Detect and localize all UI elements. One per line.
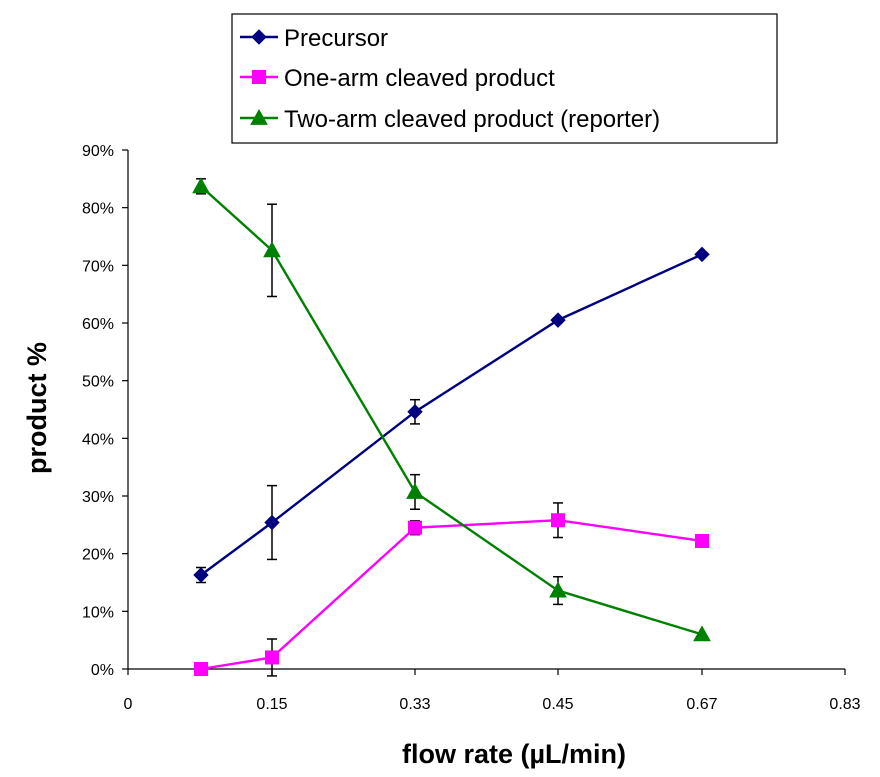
series-0 bbox=[193, 246, 710, 584]
data-point bbox=[407, 404, 423, 420]
x-axis-title: flow rate (µL/min) bbox=[402, 739, 626, 769]
legend: Precursor One-arm cleaved product Two-arm … bbox=[231, 13, 778, 144]
data-point bbox=[194, 662, 208, 676]
series-line bbox=[200, 519, 703, 671]
legend-marker bbox=[251, 29, 267, 45]
y-tick-label: 40% bbox=[82, 431, 114, 448]
data-point bbox=[550, 312, 566, 328]
data-point bbox=[695, 533, 709, 548]
x-tick-label: 0.67 bbox=[686, 696, 717, 713]
y-tick-label: 20% bbox=[82, 547, 114, 564]
x-tick-label: 0.83 bbox=[829, 696, 860, 713]
x-tick-label: 0 bbox=[124, 696, 133, 713]
y-tick-label: 80% bbox=[82, 201, 114, 218]
legend-box bbox=[231, 13, 778, 144]
legend-label: One-arm cleaved product bbox=[284, 65, 555, 92]
y-tick-label: 70% bbox=[82, 258, 114, 275]
y-tick-label: 10% bbox=[82, 604, 114, 621]
legend-marker bbox=[250, 108, 268, 125]
data-point bbox=[193, 567, 209, 583]
y-tick-label: 60% bbox=[82, 316, 114, 333]
data-point bbox=[694, 246, 710, 263]
legend-entry-2: Two-arm cleaved product (reporter) bbox=[240, 106, 660, 133]
x-tick-label: 0.33 bbox=[399, 696, 430, 713]
data-point bbox=[264, 514, 280, 531]
legend-label: Precursor bbox=[284, 25, 388, 52]
x-tick-label: 0.15 bbox=[256, 696, 287, 713]
y-tick-label: 30% bbox=[82, 489, 114, 506]
data-point bbox=[408, 520, 422, 535]
legend-label: Two-arm cleaved product (reporter) bbox=[284, 106, 660, 133]
data-point bbox=[693, 625, 711, 642]
data-point bbox=[549, 581, 567, 598]
legend-marker bbox=[252, 70, 266, 84]
legend-entry-0: Precursor bbox=[240, 25, 388, 52]
data-point bbox=[192, 177, 210, 194]
data-point bbox=[263, 241, 281, 258]
data-point bbox=[551, 513, 565, 528]
y-tick-label: 90% bbox=[82, 143, 114, 160]
y-tick-label: 0% bbox=[91, 662, 114, 679]
x-tick-label: 0.45 bbox=[542, 696, 573, 713]
series-1 bbox=[194, 502, 709, 677]
axes: 0% 10% 20% 30% 40% 50% 60% 70% 80% 90% 0 0.15 0.33 0.… bbox=[82, 143, 861, 713]
data-point bbox=[265, 650, 279, 665]
y-tick-label: 50% bbox=[82, 374, 114, 391]
y-axis-title: product % bbox=[22, 342, 52, 474]
data-point bbox=[406, 482, 424, 499]
series-2 bbox=[192, 177, 711, 642]
legend-entry-1: One-arm cleaved product bbox=[240, 65, 555, 92]
series-layer bbox=[192, 177, 711, 677]
